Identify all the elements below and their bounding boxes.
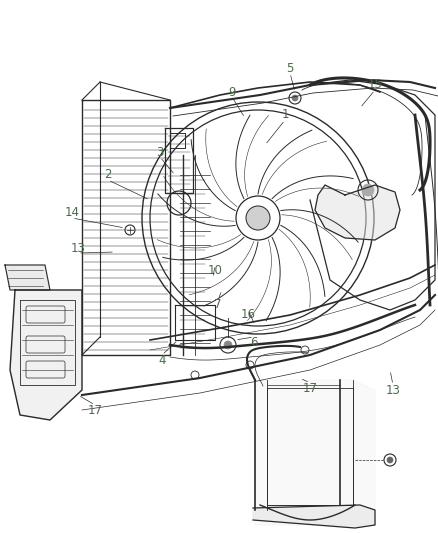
Polygon shape [255, 380, 375, 525]
Text: 1: 1 [281, 109, 289, 122]
Text: 3: 3 [156, 146, 164, 158]
Text: 15: 15 [367, 78, 382, 92]
Text: 6: 6 [250, 335, 258, 349]
Text: 10: 10 [208, 263, 223, 277]
Circle shape [246, 206, 270, 230]
Text: 2: 2 [104, 168, 112, 182]
Text: 4: 4 [158, 353, 166, 367]
Text: 17: 17 [303, 382, 318, 394]
Circle shape [292, 95, 298, 101]
Text: 9: 9 [228, 85, 236, 99]
Polygon shape [10, 290, 82, 420]
Text: 17: 17 [88, 403, 102, 416]
Text: 14: 14 [64, 206, 80, 220]
Polygon shape [253, 505, 375, 528]
Text: 16: 16 [240, 309, 255, 321]
Text: 13: 13 [385, 384, 400, 397]
Text: 7: 7 [214, 298, 222, 311]
Circle shape [362, 184, 374, 196]
Polygon shape [315, 185, 400, 240]
Polygon shape [5, 265, 50, 290]
Circle shape [387, 457, 393, 463]
Circle shape [224, 341, 232, 349]
Text: 13: 13 [71, 241, 85, 254]
Text: 5: 5 [286, 61, 294, 75]
